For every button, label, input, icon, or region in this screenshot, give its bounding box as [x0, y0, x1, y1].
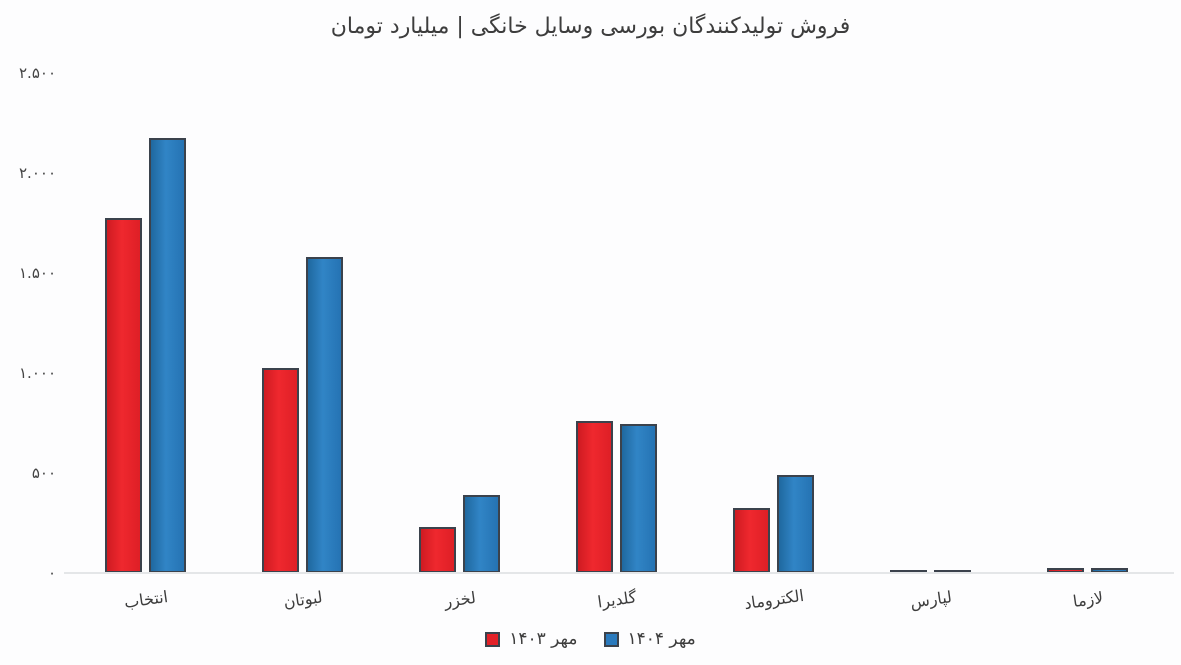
bar-red-4	[733, 508, 770, 573]
x-axis-category-label: لبوتان	[281, 587, 324, 612]
y-axis-tick-label: ۵۰۰	[31, 464, 56, 482]
legend-label: مهر ۱۴۰۳	[509, 629, 578, 649]
y-axis-tick-label: ۰	[47, 564, 56, 582]
bar-red-3	[576, 421, 613, 573]
y-axis-tick-label: ۱.۵۰۰	[19, 264, 56, 282]
legend-label: مهر ۱۴۰۴	[627, 629, 696, 649]
legend-swatch-icon	[485, 631, 501, 647]
chart-title: فروش تولیدکنندگان بورسی وسایل خانگی | می…	[330, 14, 851, 39]
bar-blue-3	[620, 424, 657, 573]
x-axis-baseline	[64, 572, 1174, 574]
x-axis-category-label: انتخاب	[122, 587, 169, 612]
bar-blue-4	[777, 475, 814, 573]
bar-blue-0	[149, 138, 186, 573]
bar-blue-1	[306, 257, 343, 573]
x-axis-category-label: لپارس	[908, 587, 953, 612]
bar-red-0	[105, 218, 142, 573]
y-axis-tick-label: ۲.۵۰۰	[19, 64, 56, 82]
legend-swatch-icon	[603, 631, 619, 647]
x-axis-category-label: گلدیرا	[595, 587, 638, 612]
legend-item: مهر ۱۴۰۳	[485, 629, 578, 649]
x-axis-category-label: الکتروماد	[742, 585, 805, 614]
y-axis-tick-label: ۱.۰۰۰	[19, 364, 56, 382]
bar-blue-2	[463, 495, 500, 573]
x-axis-category-label: لازما	[1071, 587, 1104, 612]
chart-legend: مهر ۱۴۰۳ مهر ۱۴۰۴	[0, 629, 1181, 649]
legend-item: مهر ۱۴۰۴	[603, 629, 696, 649]
bar-red-1	[262, 368, 299, 573]
y-axis-tick-label: ۲.۰۰۰	[19, 164, 56, 182]
x-axis-category-label: لخزر	[442, 587, 477, 612]
bar-red-2	[419, 527, 456, 573]
